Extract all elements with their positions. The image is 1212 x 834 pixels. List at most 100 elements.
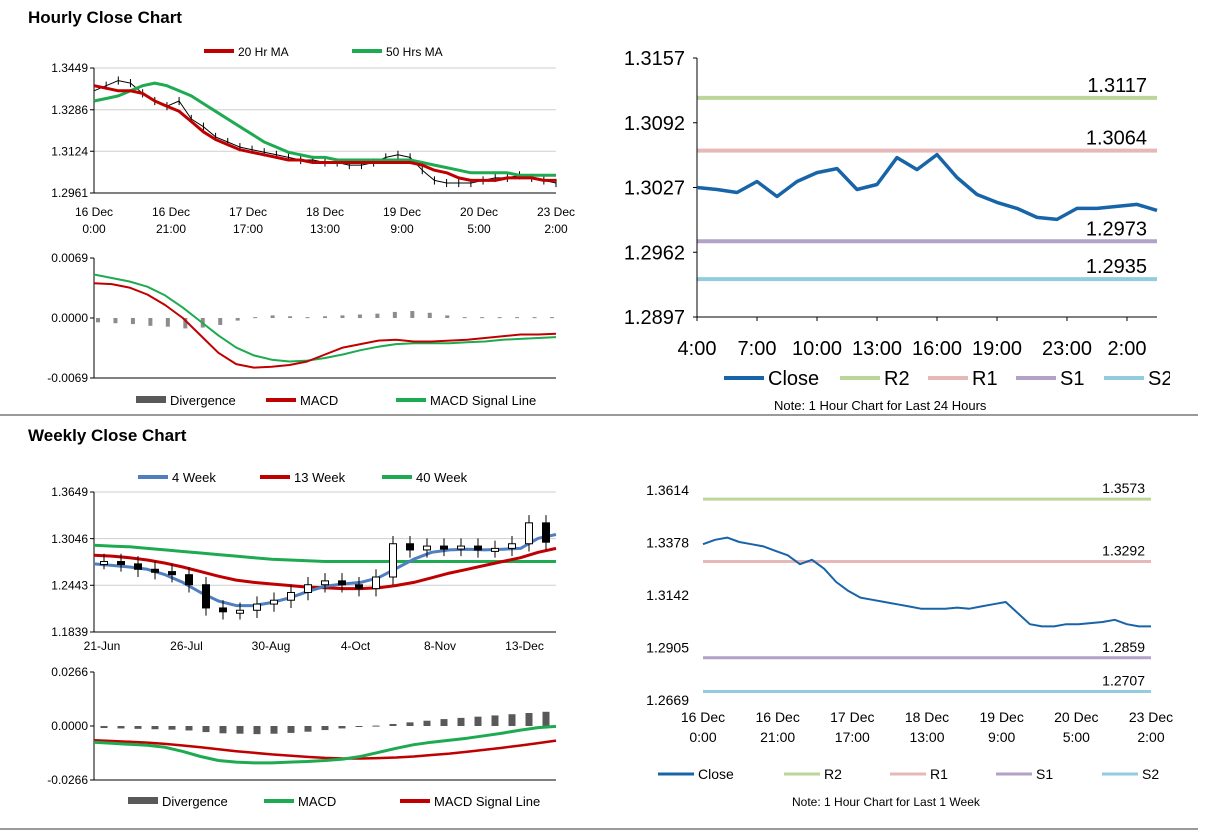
weekly-price-candle-body [202, 584, 210, 609]
weekly-macd-divergence-bar [355, 726, 363, 727]
weekly-macd-divergence-bar [372, 725, 380, 727]
weekly-macd-legend-label: MACD [298, 794, 336, 809]
hourly-macd-divergence-bar [532, 317, 537, 319]
weekly-price-candle-body [321, 580, 329, 586]
weekly-price-y-tick: 1.2443 [51, 578, 88, 592]
hourly-macd-divergence-bar [253, 317, 258, 319]
hourly-macd-divergence-bar [427, 312, 432, 318]
hourly-price-chart: 20 Hr MA 50 Hrs MA 1.3449 1.3286 1.3124 1.296… [51, 45, 575, 236]
hourly-price-x-tick: 13:00 [310, 222, 340, 236]
weekly-macd-divergence-bar [525, 713, 533, 726]
weekly-macd-y-tick: -0.0266 [47, 773, 88, 787]
weekly-macd-y-tick: 0.0000 [51, 719, 88, 733]
hourly-price-x-tick: 16 Dec [152, 205, 190, 219]
hourly-price-x-tick: 16 Dec [75, 205, 113, 219]
weekly-price-candle-body [372, 576, 380, 590]
weekly-section-title: Weekly Close Chart [28, 426, 187, 445]
weekly-price-candle-body [304, 584, 312, 593]
hourly-24h-x-tick: 16:00 [912, 338, 962, 360]
weekly-1w-x-tick: 9:00 [988, 729, 1015, 745]
weekly-price-chart: 4 Week 13 Week 40 Week 1.3649 1.3046 1.2443 1.… [51, 470, 557, 653]
hourly-macd-divergence-bar [270, 315, 275, 318]
hourly-price-y-tick: 1.3286 [51, 103, 88, 117]
hourly-price-x-tick: 18 Dec [306, 205, 344, 219]
weekly-macd-divergence-bar [287, 726, 295, 733]
weekly-price-candle-body [100, 561, 108, 566]
hourly-macd-divergence-bar [148, 318, 153, 326]
weekly-macd-divergence-bar [542, 711, 550, 726]
hourly-macd-divergence-bar [96, 318, 100, 323]
weekly-price-4w-line [93, 533, 557, 608]
weekly-price-legend-label: 13 Week [294, 470, 346, 485]
hourly-24h-x-tick: 4:00 [678, 338, 717, 360]
hourly-price-x-tick: 9:00 [390, 222, 414, 236]
hourly-macd-divergence-bar [375, 313, 380, 318]
weekly-macd-divergence-bar [253, 726, 261, 735]
hourly-24h-level-label: 1.3064 [1086, 128, 1147, 150]
weekly-price-candle-body [491, 547, 499, 552]
hourly-macd-divergence-bar [357, 314, 362, 318]
weekly-macd-y-tick: 0.0266 [51, 665, 88, 679]
weekly-1w-note: Note: 1 Hour Chart for Last 1 Week [792, 795, 980, 809]
weekly-1w-y-tick: 1.3378 [646, 534, 689, 550]
hourly-24h-legend-label: R2 [884, 368, 910, 390]
section-divider [0, 414, 1198, 416]
hourly-macd-divergence-bar [445, 315, 450, 318]
weekly-1w-x-tick: 17:00 [835, 729, 870, 745]
weekly-macd-divergence-bar [423, 720, 431, 726]
hourly-price-x-tick: 23 Dec [537, 205, 575, 219]
hourly-macd-legend-label: MACD Signal Line [430, 393, 536, 408]
weekly-1w-level-label: 1.3292 [1102, 543, 1145, 559]
weekly-price-x-tick: 26-Jul [170, 639, 203, 653]
hourly-24h-level-label: 1.2973 [1086, 218, 1147, 240]
hourly-24h-x-tick: 10:00 [792, 338, 842, 360]
weekly-macd-divergence-bar [338, 726, 346, 729]
weekly-price-legend-label: 4 Week [172, 470, 216, 485]
hourly-macd-divergence-bar [392, 311, 397, 318]
weekly-price-x-tick: 21-Jun [84, 639, 121, 653]
hourly-24h-y-tick: 1.3027 [624, 178, 685, 200]
hourly-macd-divergence-bar [288, 316, 293, 318]
weekly-macd-divergence-bar [117, 726, 125, 729]
weekly-macd-legend-label: MACD Signal Line [434, 794, 540, 809]
weekly-macd-divergence-bar [304, 726, 312, 732]
hourly-price-x-tick: 21:00 [156, 222, 186, 236]
weekly-macd-divergence-bar [270, 726, 278, 734]
weekly-price-y-tick: 1.3649 [51, 485, 88, 499]
weekly-1w-x-tick: 17 Dec [830, 709, 874, 725]
weekly-1w-close-line [702, 536, 1151, 628]
weekly-price-y-tick: 1.3046 [51, 532, 88, 546]
hourly-macd-divergence-bar [235, 318, 240, 321]
hourly-macd-macd-line [93, 282, 557, 369]
weekly-macd-divergence-bar [321, 726, 329, 731]
weekly-macd-legend-swatch [128, 797, 158, 804]
weekly-1w-x-tick: 20 Dec [1054, 709, 1098, 725]
bottom-divider [0, 828, 1198, 830]
hourly-macd-divergence-bar [165, 318, 170, 327]
hourly-price-close-line [93, 80, 557, 184]
weekly-1w-y-tick: 1.2905 [646, 640, 689, 656]
weekly-macd-signal-line [93, 738, 557, 760]
hourly-24h-legend-label: R1 [972, 368, 998, 390]
weekly-price-candle-body [338, 580, 346, 586]
weekly-price-candle-body [440, 545, 448, 550]
weekly-1w-y-tick: 1.3142 [646, 587, 689, 603]
weekly-1w-x-tick: 2:00 [1137, 729, 1164, 745]
hourly-24h-chart: 1.3117 1.3064 1.2973 1.2935 1.3157 1.3092 1.30… [624, 48, 1170, 390]
weekly-macd-divergence-bar [474, 716, 482, 726]
weekly-macd-divergence-bar [457, 717, 465, 726]
hourly-macd-legend-swatch [136, 396, 166, 403]
hourly-price-y-tick: 1.3124 [51, 144, 88, 158]
hourly-price-legend-label: 20 Hr MA [238, 45, 289, 59]
weekly-1w-legend-label: R1 [930, 766, 948, 782]
weekly-price-candle-body [406, 543, 414, 551]
weekly-price-candle-body [542, 522, 550, 543]
weekly-macd-macd-line [93, 724, 557, 765]
weekly-price-candle-body [525, 522, 533, 545]
weekly-price-candle-body [236, 609, 244, 614]
weekly-macd-divergence-bar [134, 726, 142, 729]
weekly-macd-divergence-bar [151, 726, 159, 730]
weekly-macd-divergence-bar [491, 715, 499, 726]
hourly-macd-divergence-bar [340, 315, 345, 318]
hourly-24h-legend-label: S1 [1060, 368, 1084, 390]
